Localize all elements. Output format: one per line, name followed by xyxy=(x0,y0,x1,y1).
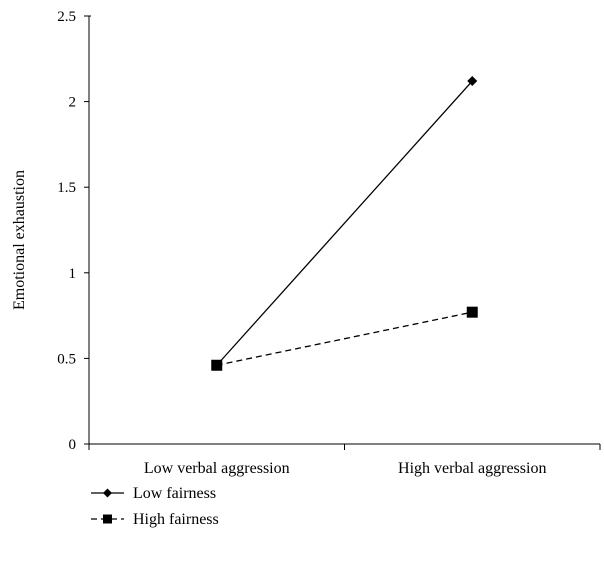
y-tick-label: 0.5 xyxy=(57,351,76,367)
x-category-label: Low verbal aggression xyxy=(144,460,290,477)
x-ticks: Low verbal aggression High verbal aggress… xyxy=(88,444,601,477)
series-line xyxy=(216,311,473,366)
series-high-fairness xyxy=(211,306,478,371)
diamond-marker xyxy=(103,488,112,498)
series-low-fairness xyxy=(211,76,478,371)
x-category-label: High verbal aggression xyxy=(398,460,546,477)
series-line xyxy=(216,80,473,366)
legend: Low fairness High fairness xyxy=(91,485,219,528)
diamond-marker xyxy=(211,360,222,371)
square-marker xyxy=(103,514,112,524)
legend-label: High fairness xyxy=(133,511,219,528)
series-layer xyxy=(211,76,478,371)
y-tick-label: 2 xyxy=(69,95,77,111)
y-tick-label: 1.5 xyxy=(57,180,76,196)
y-tick-label: 1 xyxy=(69,266,77,282)
y-axis-title: Emotional exhaustion xyxy=(11,170,28,310)
legend-item: Low fairness xyxy=(91,485,216,502)
y-ticks: 0 0.5 1 1.5 2 2.5 xyxy=(57,9,89,453)
square-marker xyxy=(466,306,478,318)
y-tick-label: 0 xyxy=(69,437,77,453)
legend-label: Low fairness xyxy=(133,485,216,502)
diamond-marker xyxy=(467,76,478,87)
legend-item: High fairness xyxy=(91,511,219,528)
axes xyxy=(88,15,600,445)
y-tick-label: 2.5 xyxy=(57,9,76,25)
